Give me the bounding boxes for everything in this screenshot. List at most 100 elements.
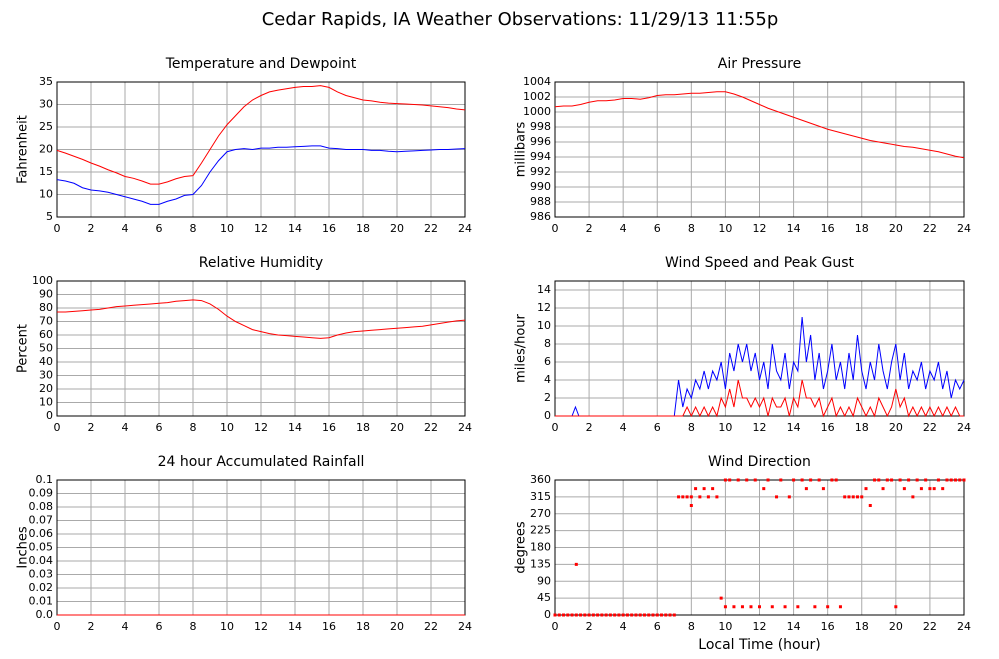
plot-frame (56, 280, 466, 417)
data-point (800, 478, 804, 482)
y-tick-label: 360 (530, 473, 551, 486)
data-point (723, 478, 727, 482)
data-point (698, 495, 702, 499)
x-tick-label: 24 (458, 222, 472, 235)
y-tick-label: 998 (530, 120, 551, 133)
y-tick-label: 1004 (523, 75, 551, 88)
data-point (660, 613, 664, 617)
x-tick-label: 16 (821, 620, 835, 633)
data-point (719, 596, 723, 600)
data-point (591, 613, 595, 617)
x-tick-label: 8 (190, 421, 197, 434)
y-axis-label: degrees (514, 521, 529, 574)
y-tick-label: 40 (39, 355, 53, 368)
x-tick-label: 10 (718, 620, 732, 633)
x-tick-label: 14 (288, 620, 302, 633)
x-tick-label: 20 (390, 421, 404, 434)
x-tick-label: 22 (424, 421, 438, 434)
data-point (830, 478, 834, 482)
data-point (770, 605, 774, 609)
x-tick-label: 8 (688, 620, 695, 633)
y-tick-label: 270 (530, 507, 551, 520)
x-tick-label: 6 (156, 620, 163, 633)
data-point (949, 478, 953, 482)
data-point (600, 613, 604, 617)
x-tick-label: 24 (957, 421, 971, 434)
y-axis-label: millibars (514, 122, 529, 178)
y-tick-label: 45 (537, 591, 551, 604)
data-point (655, 613, 659, 617)
chart-title: Temperature and Dewpoint (165, 56, 357, 72)
data-point (681, 495, 685, 499)
x-tick-label: 0 (552, 421, 559, 434)
data-line (555, 316, 965, 417)
x-tick-label: 16 (322, 620, 336, 633)
plot-frame (56, 81, 466, 218)
y-tick-label: 990 (530, 180, 551, 193)
data-point (877, 478, 881, 482)
data-point (596, 613, 600, 617)
y-tick-label: 0 (544, 608, 551, 621)
data-point (638, 613, 642, 617)
data-line (57, 299, 466, 339)
data-point (723, 605, 727, 609)
x-tick-label: 12 (753, 620, 767, 633)
data-point (553, 613, 557, 617)
data-point (587, 613, 591, 617)
x-tick-label: 4 (620, 620, 627, 633)
data-point (736, 478, 740, 482)
y-tick-label: 992 (530, 165, 551, 178)
plot-frame (554, 479, 965, 616)
x-tick-label: 12 (753, 222, 767, 235)
y-axis-label: miles/hour (514, 313, 529, 382)
data-point (613, 613, 617, 617)
x-tick-label: 0 (54, 421, 61, 434)
y-tick-label: 1002 (523, 90, 551, 103)
data-point (694, 487, 698, 491)
x-tick-label: 16 (322, 421, 336, 434)
data-point (745, 478, 749, 482)
x-tick-label: 20 (889, 421, 903, 434)
x-tick-label: 18 (356, 620, 370, 633)
data-point (779, 478, 783, 482)
y-tick-label: 14 (537, 283, 551, 296)
x-tick-label: 4 (122, 421, 129, 434)
data-point (625, 613, 629, 617)
chart-title: 24 hour Accumulated Rainfall (158, 454, 365, 470)
data-point (668, 613, 672, 617)
y-tick-label: 60 (39, 328, 53, 341)
data-point (715, 495, 719, 499)
x-tick-label: 0 (54, 222, 61, 235)
x-tick-label: 20 (889, 620, 903, 633)
data-point (890, 478, 894, 482)
data-point (894, 605, 898, 609)
data-point (873, 478, 877, 482)
x-tick-label: 14 (787, 421, 801, 434)
data-point (813, 605, 817, 609)
data-point (804, 487, 808, 491)
data-point (919, 487, 923, 491)
data-point (826, 605, 830, 609)
data-point (809, 478, 813, 482)
data-point (562, 613, 566, 617)
y-tick-label: 0.04 (29, 554, 54, 567)
data-point (689, 504, 693, 507)
y-tick-label: 100 (32, 274, 53, 287)
x-tick-label: 8 (688, 421, 695, 434)
data-point (570, 613, 574, 617)
y-tick-label: 0.07 (29, 514, 54, 527)
x-tick-label: 6 (654, 222, 661, 235)
x-tick-label: 12 (254, 421, 268, 434)
y-tick-label: 20 (39, 143, 53, 156)
data-point (783, 605, 787, 609)
data-point (651, 613, 655, 617)
x-tick-label: 6 (654, 421, 661, 434)
y-tick-label: 80 (39, 301, 53, 314)
data-point (664, 613, 668, 617)
data-point (898, 478, 902, 482)
y-axis-label: Inches (16, 526, 31, 568)
y-tick-label: 10 (39, 396, 53, 409)
y-tick-label: 15 (39, 165, 53, 178)
data-point (604, 613, 608, 617)
y-tick-label: 6 (544, 355, 551, 368)
